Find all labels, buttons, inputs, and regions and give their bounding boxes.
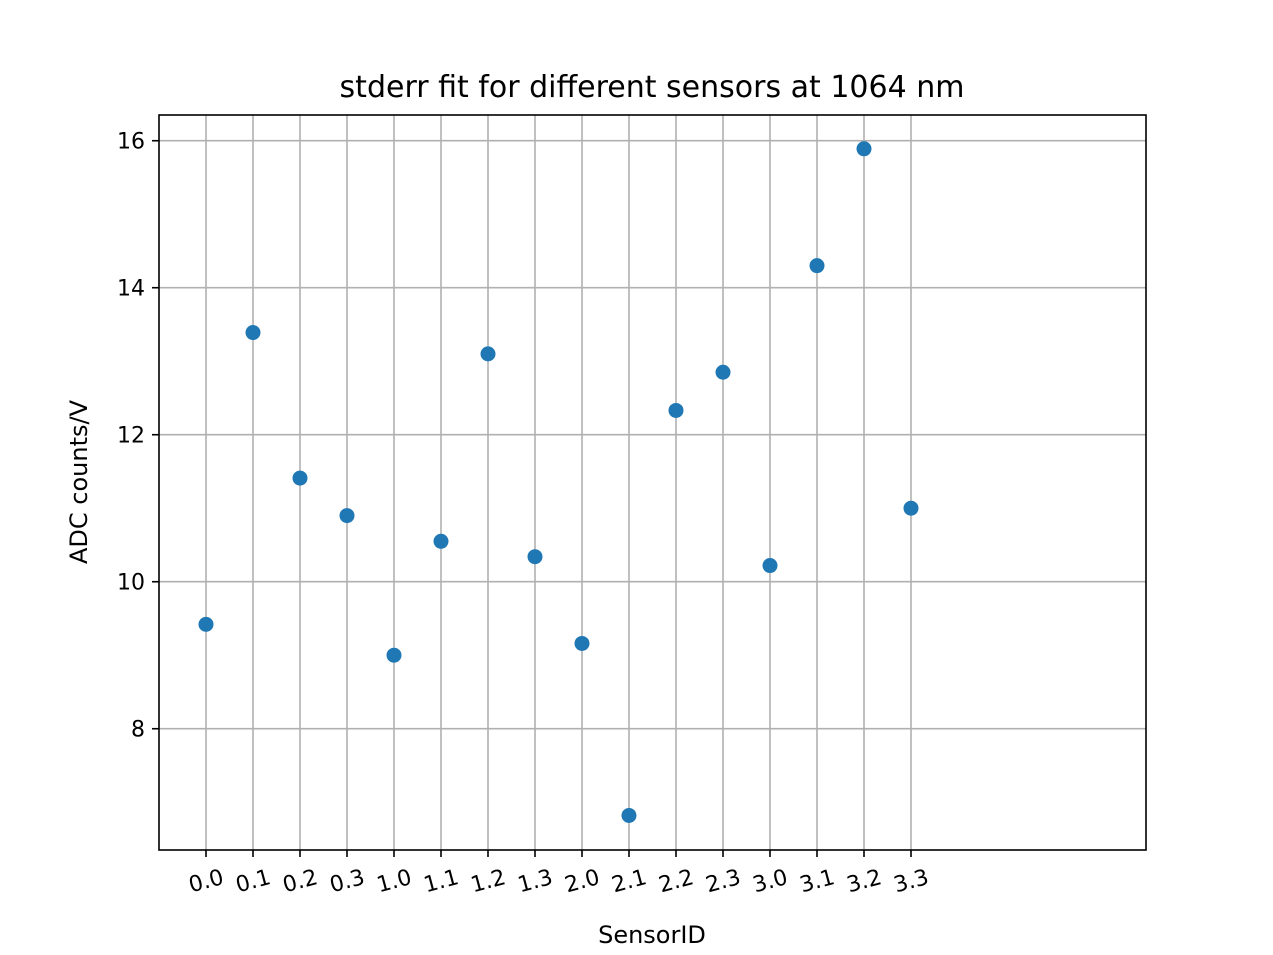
x-tick-label: 1.0	[374, 865, 414, 898]
data-point	[292, 470, 308, 486]
data-point	[903, 500, 919, 516]
y-tick-label: 14	[117, 277, 145, 302]
y-tick-label: 8	[131, 718, 145, 743]
data-point	[245, 325, 261, 341]
x-tick-label: 0.2	[280, 865, 320, 898]
data-point	[339, 508, 355, 524]
x-axis-label: SensorID	[598, 921, 706, 949]
x-tick-label: 2.0	[562, 865, 602, 898]
data-points	[198, 141, 919, 823]
y-tick-label: 16	[117, 130, 145, 155]
data-point	[762, 558, 778, 574]
x-tick-label: 2.3	[703, 865, 743, 898]
x-tick-label: 0.0	[186, 865, 226, 898]
data-point	[809, 258, 825, 274]
y-tick-label: 12	[117, 424, 145, 449]
data-point	[527, 549, 543, 565]
x-tick-label: 3.0	[750, 865, 790, 898]
x-tick-label: 0.3	[327, 865, 367, 898]
data-point	[386, 647, 402, 663]
data-point	[621, 807, 637, 823]
data-point	[480, 346, 496, 362]
x-tick-label: 2.1	[609, 865, 649, 898]
x-tick-label: 0.1	[233, 865, 273, 898]
data-point	[715, 364, 731, 380]
x-tick-label: 1.3	[515, 865, 555, 898]
x-tick-label: 2.2	[656, 865, 696, 898]
chart-title: stderr fit for different sensors at 1064…	[340, 70, 965, 105]
data-point	[668, 402, 684, 418]
plot-frame	[158, 114, 1147, 851]
grid-lines	[159, 115, 1146, 850]
y-axis-label: ADC counts/V	[65, 399, 93, 564]
x-tick-label: 1.1	[421, 865, 461, 898]
x-tick-label: 1.2	[468, 865, 508, 898]
data-point	[574, 635, 590, 651]
x-tick-label: 3.3	[891, 865, 931, 898]
x-tick-label: 3.1	[797, 865, 837, 898]
x-tick-label: 3.2	[844, 865, 884, 898]
y-tick-label: 10	[117, 571, 145, 596]
data-point	[433, 533, 449, 549]
data-point	[856, 141, 872, 157]
data-point	[198, 616, 214, 632]
